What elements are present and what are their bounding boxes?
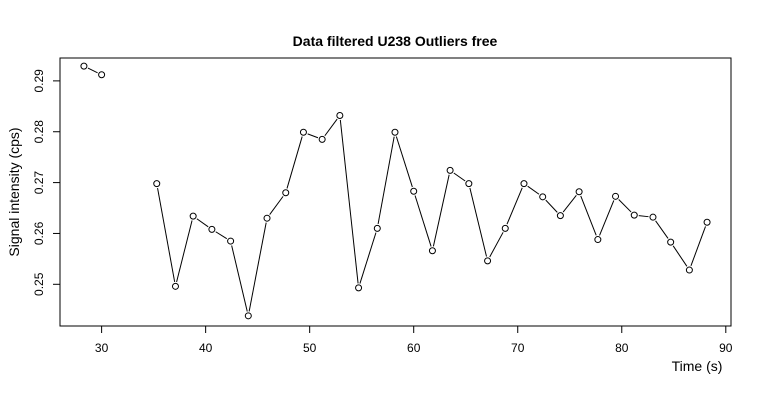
points-group <box>80 62 711 320</box>
series-line-segment <box>655 220 669 239</box>
x-tick-label: 90 <box>719 341 733 355</box>
data-point <box>501 224 509 232</box>
series-line-segment <box>395 136 413 188</box>
data-point <box>299 128 307 136</box>
y-tick-label: 0.26 <box>32 221 46 245</box>
series-line-segment <box>432 174 450 247</box>
plot-frame <box>59 57 732 327</box>
series-line-segment <box>489 232 504 258</box>
series-line-segment <box>176 220 193 283</box>
data-point <box>189 212 197 220</box>
data-point <box>484 257 492 265</box>
data-point <box>465 180 473 188</box>
x-tick-label: 80 <box>615 341 629 355</box>
data-point <box>318 135 326 143</box>
series-line-segment <box>248 222 267 312</box>
data-point <box>373 224 381 232</box>
series-line-segment <box>359 232 377 284</box>
series-line-segment <box>599 200 615 236</box>
data-point <box>282 189 290 197</box>
data-point <box>410 187 418 195</box>
series-line-segment <box>269 196 284 215</box>
data-point <box>153 180 161 188</box>
series-line-segment <box>618 199 632 213</box>
data-point <box>612 192 620 200</box>
data-point <box>98 71 106 79</box>
data-point <box>446 166 454 174</box>
data-point <box>171 282 179 290</box>
data-point <box>630 211 638 219</box>
data-point <box>520 180 528 188</box>
series-line-segment <box>690 226 706 267</box>
data-point <box>208 225 216 233</box>
data-point <box>244 312 252 320</box>
series-line-segment <box>506 187 523 225</box>
data-point <box>391 128 399 136</box>
series-line-segment <box>469 187 487 257</box>
series-line-segment <box>527 185 540 195</box>
series-line-segment <box>231 245 248 312</box>
x-tick-label: 40 <box>199 341 213 355</box>
data-point <box>556 212 564 220</box>
series-line-segment <box>286 136 303 189</box>
x-axis-label: Time (s) <box>672 358 723 374</box>
data-point <box>80 62 88 70</box>
series-line-segment <box>307 133 319 139</box>
data-point <box>649 213 657 221</box>
x-tick-label: 70 <box>511 341 525 355</box>
data-point <box>575 188 583 196</box>
x-tick-label: 30 <box>95 341 109 355</box>
data-point <box>428 247 436 255</box>
series-line-segment <box>580 195 597 236</box>
data-point <box>594 236 602 244</box>
data-point <box>539 193 547 201</box>
series-line-segment <box>638 215 649 218</box>
x-tick-label: 50 <box>303 341 317 355</box>
data-point <box>685 266 693 274</box>
series-line-segment <box>157 187 176 282</box>
y-tick-label: 0.27 <box>32 171 46 195</box>
data-point <box>336 111 344 119</box>
series-line-segment <box>414 195 432 247</box>
x-tick-label: 60 <box>407 341 421 355</box>
y-tick-label: 0.29 <box>32 69 46 93</box>
series-line-segment <box>562 194 577 213</box>
series-line-segment <box>377 136 395 225</box>
series-line-segment <box>87 67 98 74</box>
y-axis-label: Signal intensity (cps) <box>6 127 22 256</box>
data-point <box>355 284 363 292</box>
series-line-segment <box>324 118 338 137</box>
series-line-segment <box>545 199 558 213</box>
data-point <box>227 237 235 245</box>
series-line-segment <box>453 172 466 182</box>
chart-title: Data filtered U238 Outliers free <box>293 33 498 49</box>
series-line-segment <box>672 245 688 267</box>
axes: 30 40 50 60 70 80 90 0.25 0.26 0.27 0.28 0.29 <box>32 69 733 355</box>
data-point <box>263 214 271 222</box>
series-line-segment <box>215 231 228 240</box>
y-tick-label: 0.25 <box>32 272 46 296</box>
series-group <box>87 67 706 312</box>
series-line-segment <box>196 218 209 228</box>
data-point <box>667 238 675 246</box>
series-line-segment <box>339 119 359 284</box>
data-point <box>703 218 711 226</box>
y-tick-label: 0.28 <box>32 120 46 144</box>
